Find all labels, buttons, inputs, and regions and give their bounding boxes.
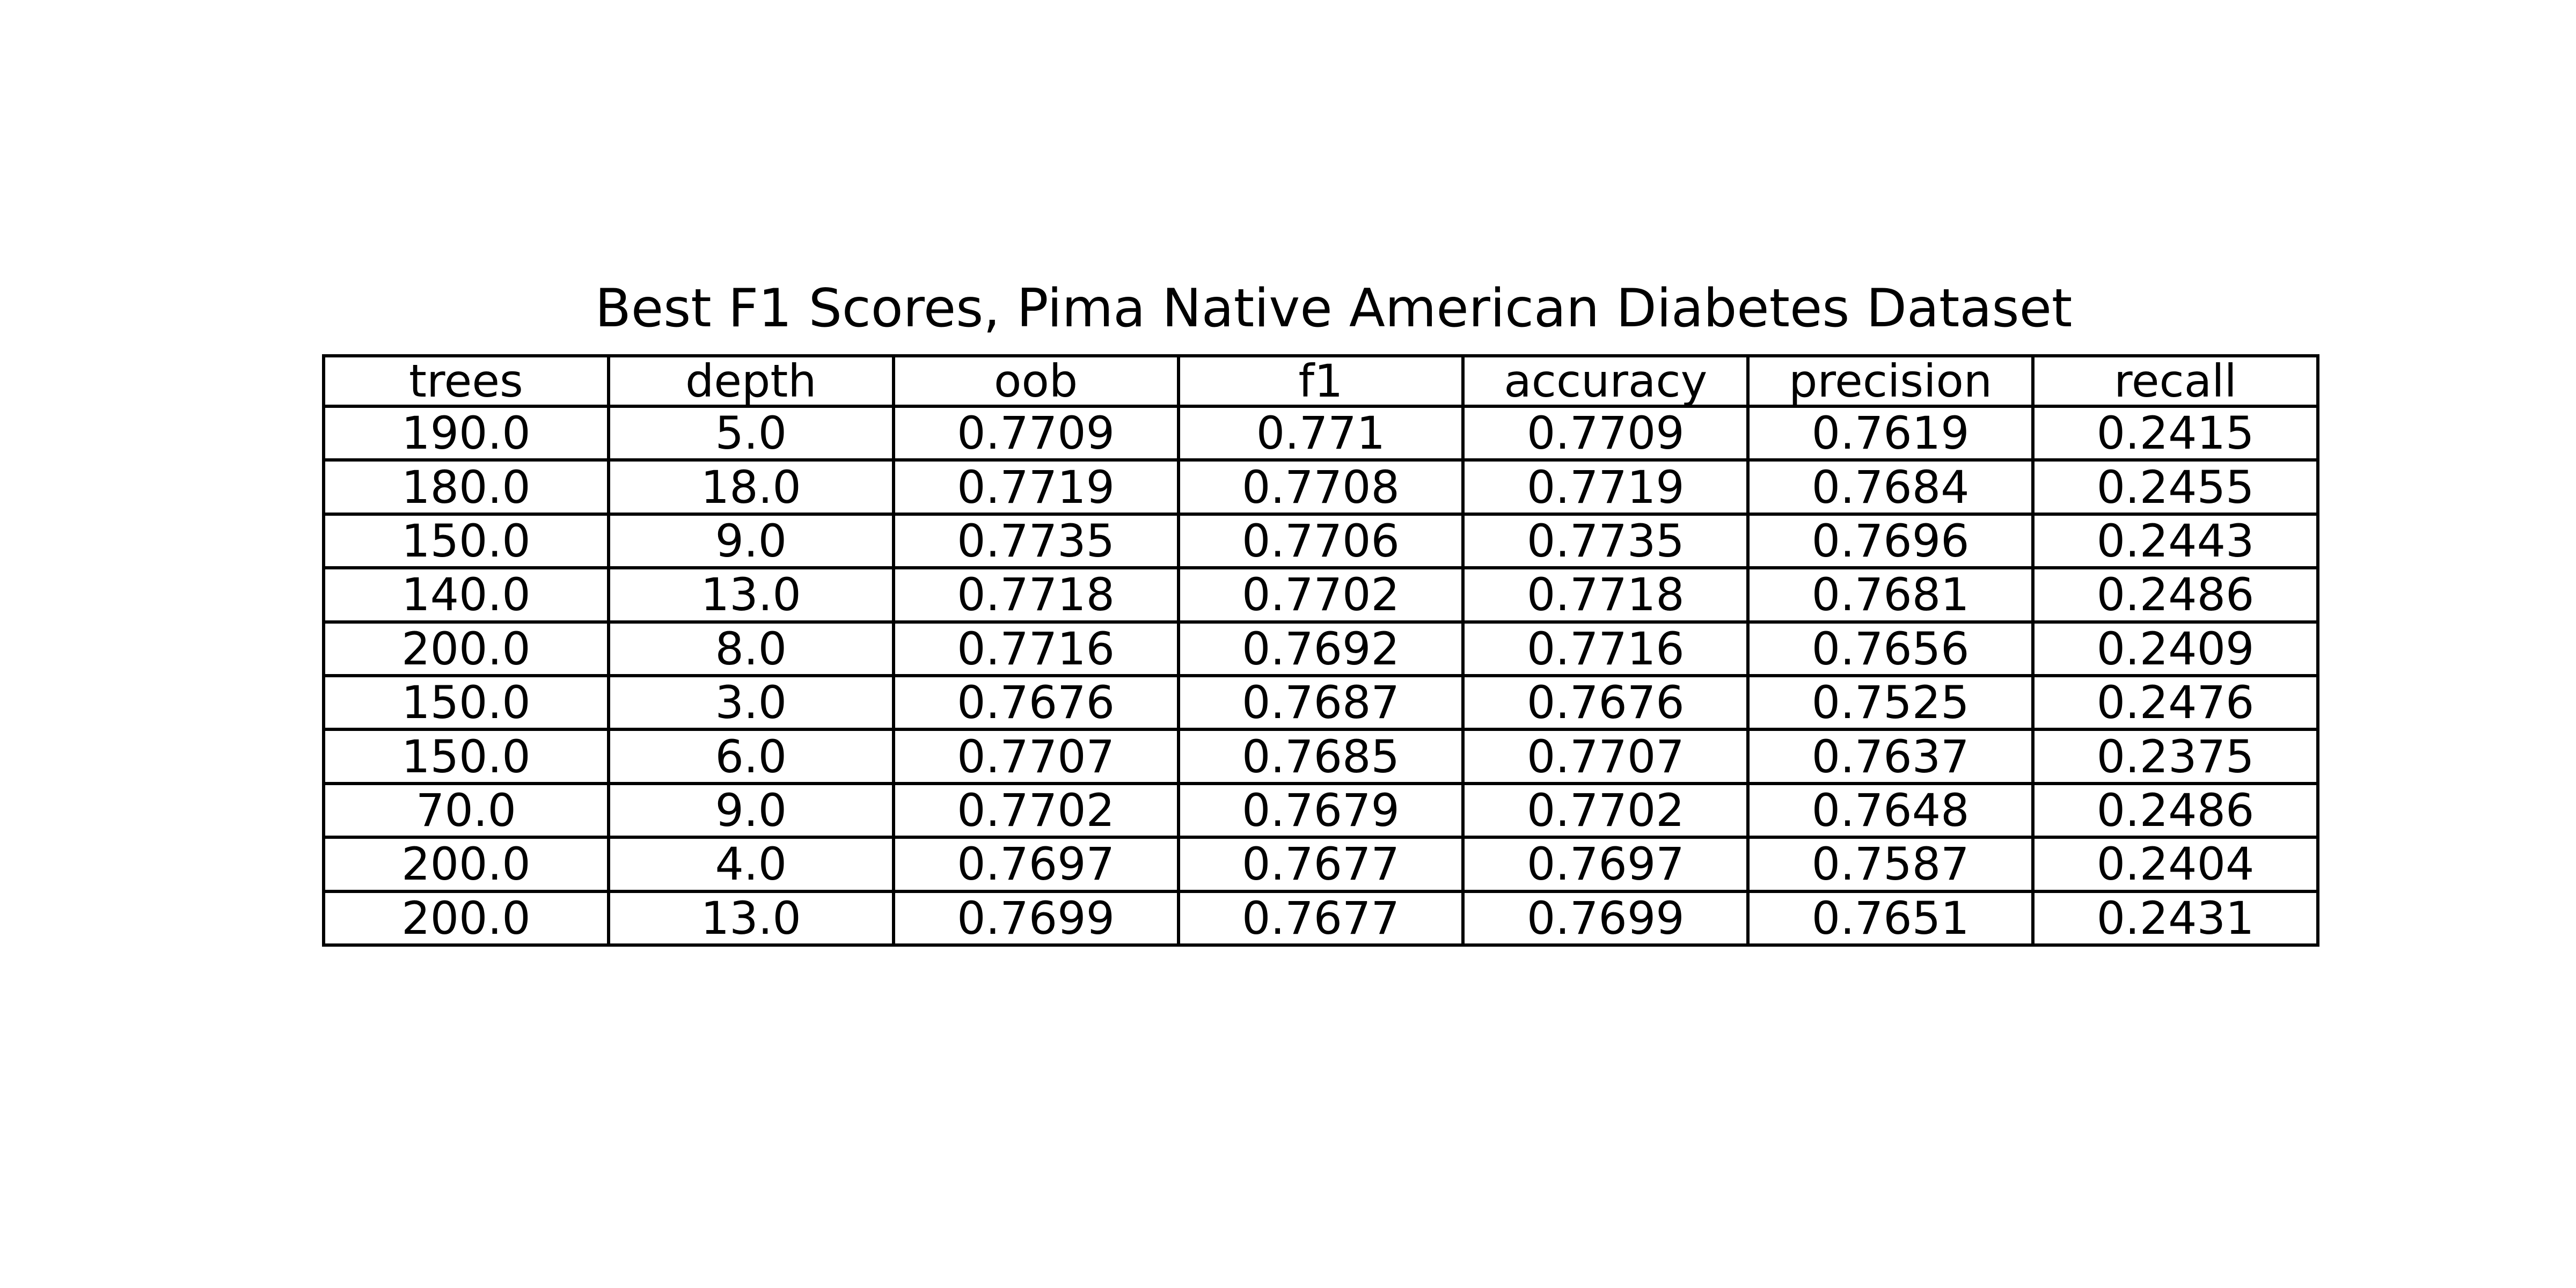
table-cell-depth: 4.0 <box>606 836 895 893</box>
table-cell-depth: 8.0 <box>606 620 895 677</box>
table-cell-depth: 3.0 <box>606 674 895 731</box>
column-header-trees: trees <box>322 354 610 408</box>
table-cell-depth: 5.0 <box>606 404 895 462</box>
column-header-precision: precision <box>1746 354 2035 408</box>
results-table: trees depth oob f1 accuracy precision re… <box>322 354 2319 947</box>
table-cell-trees: 70.0 <box>322 781 610 839</box>
table-cell-oob: 0.7676 <box>891 674 1180 731</box>
table-cell-f1: 0.7677 <box>1176 889 1465 947</box>
table-cell-precision: 0.7696 <box>1746 512 2035 570</box>
column-header-f1: f1 <box>1176 354 1465 408</box>
table-cell-depth: 13.0 <box>606 889 895 947</box>
table-cell-precision: 0.7684 <box>1746 458 2035 516</box>
table-row: 200.0 4.0 0.7697 0.7677 0.7697 0.7587 0.2404 <box>322 836 2319 893</box>
table-cell-precision: 0.7525 <box>1746 674 2035 731</box>
table-row: 150.0 3.0 0.7676 0.7687 0.7676 0.7525 0.2476 <box>322 674 2319 731</box>
table-cell-precision: 0.7651 <box>1746 889 2035 947</box>
table-cell-depth: 13.0 <box>606 566 895 624</box>
table-cell-f1: 0.771 <box>1176 404 1465 462</box>
table-cell-accuracy: 0.7718 <box>1461 566 1750 624</box>
table-cell-f1: 0.7687 <box>1176 674 1465 731</box>
table-row: 140.0 13.0 0.7718 0.7702 0.7718 0.7681 0.2486 <box>322 566 2319 624</box>
table-cell-precision: 0.7648 <box>1746 781 2035 839</box>
table-cell-precision: 0.7619 <box>1746 404 2035 462</box>
column-header-depth: depth <box>606 354 895 408</box>
table-cell-oob: 0.7699 <box>891 889 1180 947</box>
table-cell-trees: 180.0 <box>322 458 610 516</box>
table-cell-f1: 0.7692 <box>1176 620 1465 677</box>
table-row: 150.0 6.0 0.7707 0.7685 0.7707 0.7637 0.2375 <box>322 728 2319 785</box>
table-cell-accuracy: 0.7716 <box>1461 620 1750 677</box>
table-cell-accuracy: 0.7707 <box>1461 728 1750 785</box>
table-row: 150.0 9.0 0.7735 0.7706 0.7735 0.7696 0.2443 <box>322 512 2319 570</box>
table-cell-oob: 0.7709 <box>891 404 1180 462</box>
table-cell-accuracy: 0.7709 <box>1461 404 1750 462</box>
table-cell-oob: 0.7735 <box>891 512 1180 570</box>
table-cell-depth: 18.0 <box>606 458 895 516</box>
table-cell-f1: 0.7679 <box>1176 781 1465 839</box>
chart-title: Best F1 Scores, Pima Native American Dia… <box>595 278 2073 339</box>
table-cell-recall: 0.2476 <box>2031 674 2319 731</box>
table-cell-oob: 0.7707 <box>891 728 1180 785</box>
table-cell-recall: 0.2375 <box>2031 728 2319 785</box>
table-row: 200.0 13.0 0.7699 0.7677 0.7699 0.7651 0.2431 <box>322 889 2319 947</box>
table-cell-f1: 0.7685 <box>1176 728 1465 785</box>
table-cell-accuracy: 0.7719 <box>1461 458 1750 516</box>
table-cell-f1: 0.7702 <box>1176 566 1465 624</box>
table-row: 70.0 9.0 0.7702 0.7679 0.7702 0.7648 0.2486 <box>322 781 2319 839</box>
table-cell-depth: 6.0 <box>606 728 895 785</box>
table-cell-precision: 0.7637 <box>1746 728 2035 785</box>
table-cell-oob: 0.7718 <box>891 566 1180 624</box>
table-cell-accuracy: 0.7699 <box>1461 889 1750 947</box>
table-body: 190.0 5.0 0.7709 0.771 0.7709 0.7619 0.2415 180… <box>322 404 2319 947</box>
table-cell-f1: 0.7677 <box>1176 836 1465 893</box>
column-header-recall: recall <box>2031 354 2319 408</box>
table-cell-f1: 0.7708 <box>1176 458 1465 516</box>
table-cell-recall: 0.2409 <box>2031 620 2319 677</box>
table-cell-oob: 0.7716 <box>891 620 1180 677</box>
table-cell-precision: 0.7587 <box>1746 836 2035 893</box>
table-cell-depth: 9.0 <box>606 781 895 839</box>
table-cell-trees: 200.0 <box>322 889 610 947</box>
table-row: 190.0 5.0 0.7709 0.771 0.7709 0.7619 0.2415 <box>322 404 2319 462</box>
table-cell-recall: 0.2486 <box>2031 781 2319 839</box>
table-cell-accuracy: 0.7735 <box>1461 512 1750 570</box>
table-cell-recall: 0.2455 <box>2031 458 2319 516</box>
table-cell-accuracy: 0.7697 <box>1461 836 1750 893</box>
table-cell-recall: 0.2404 <box>2031 836 2319 893</box>
table-cell-trees: 150.0 <box>322 728 610 785</box>
table-cell-recall: 0.2431 <box>2031 889 2319 947</box>
table-row: 180.0 18.0 0.7719 0.7708 0.7719 0.7684 0.2455 <box>322 458 2319 516</box>
table-cell-precision: 0.7656 <box>1746 620 2035 677</box>
table-cell-oob: 0.7697 <box>891 836 1180 893</box>
table-cell-recall: 0.2415 <box>2031 404 2319 462</box>
table-header-row: trees depth oob f1 accuracy precision re… <box>322 354 2319 408</box>
table-cell-trees: 150.0 <box>322 512 610 570</box>
table-cell-accuracy: 0.7702 <box>1461 781 1750 839</box>
table-cell-oob: 0.7702 <box>891 781 1180 839</box>
table-cell-recall: 0.2486 <box>2031 566 2319 624</box>
table-cell-oob: 0.7719 <box>891 458 1180 516</box>
table-cell-trees: 150.0 <box>322 674 610 731</box>
table-cell-trees: 200.0 <box>322 620 610 677</box>
table-cell-trees: 190.0 <box>322 404 610 462</box>
table-row: 200.0 8.0 0.7716 0.7692 0.7716 0.7656 0.2409 <box>322 620 2319 677</box>
column-header-oob: oob <box>891 354 1180 408</box>
table-cell-trees: 200.0 <box>322 836 610 893</box>
table-cell-recall: 0.2443 <box>2031 512 2319 570</box>
table-cell-precision: 0.7681 <box>1746 566 2035 624</box>
table-cell-trees: 140.0 <box>322 566 610 624</box>
table-cell-accuracy: 0.7676 <box>1461 674 1750 731</box>
table-cell-f1: 0.7706 <box>1176 512 1465 570</box>
column-header-accuracy: accuracy <box>1461 354 1750 408</box>
table-cell-depth: 9.0 <box>606 512 895 570</box>
